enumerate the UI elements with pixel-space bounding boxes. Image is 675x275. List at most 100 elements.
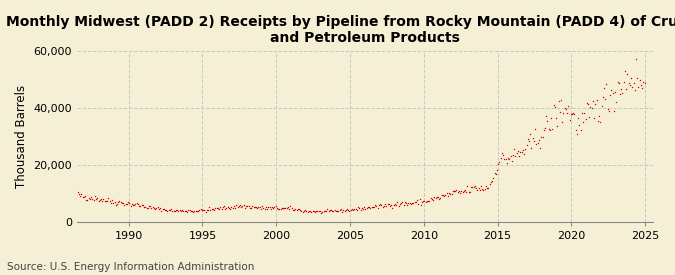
Point: [579, 111, 590, 115]
Point: [500, 156, 511, 161]
Point: [122, 202, 132, 206]
Point: [306, 210, 317, 214]
Point: [172, 208, 183, 213]
Point: [634, 78, 645, 82]
Point: [408, 201, 418, 205]
Point: [436, 193, 447, 197]
Point: [343, 208, 354, 212]
Point: [617, 91, 628, 95]
Point: [350, 207, 361, 211]
Point: [429, 195, 439, 199]
Point: [522, 137, 533, 142]
Point: [573, 116, 584, 120]
Point: [329, 208, 340, 213]
Point: [72, 189, 83, 194]
Point: [566, 112, 576, 116]
Point: [564, 118, 575, 122]
Point: [594, 114, 605, 118]
Point: [385, 204, 396, 208]
Point: [194, 208, 205, 212]
Point: [259, 207, 270, 211]
Point: [216, 207, 227, 212]
Point: [96, 197, 107, 201]
Point: [331, 209, 342, 214]
Point: [123, 200, 134, 204]
Point: [119, 203, 130, 207]
Point: [595, 120, 605, 124]
Point: [300, 208, 310, 212]
Point: [504, 157, 515, 161]
Point: [161, 207, 171, 212]
Point: [101, 199, 111, 203]
Point: [165, 207, 176, 212]
Point: [560, 106, 571, 111]
Point: [356, 206, 367, 210]
Point: [167, 208, 178, 213]
Point: [174, 208, 185, 213]
Point: [551, 116, 562, 120]
Point: [95, 198, 105, 202]
Point: [623, 81, 634, 85]
Point: [639, 80, 650, 85]
Point: [221, 206, 232, 210]
Point: [629, 88, 640, 92]
Point: [404, 201, 415, 205]
Point: [177, 208, 188, 212]
Point: [410, 199, 421, 204]
Point: [626, 75, 637, 80]
Point: [358, 207, 369, 211]
Point: [394, 204, 404, 208]
Point: [537, 135, 548, 139]
Point: [434, 197, 445, 201]
Point: [569, 112, 580, 116]
Point: [457, 189, 468, 194]
Point: [440, 193, 451, 197]
Point: [241, 204, 252, 208]
Point: [583, 102, 593, 106]
Point: [630, 56, 641, 61]
Point: [467, 185, 478, 189]
Point: [402, 202, 412, 207]
Point: [379, 204, 389, 208]
Point: [556, 98, 566, 103]
Point: [397, 200, 408, 204]
Point: [144, 204, 155, 208]
Point: [584, 115, 595, 120]
Point: [93, 199, 104, 203]
Point: [83, 196, 94, 200]
Point: [600, 97, 611, 101]
Point: [134, 204, 144, 208]
Point: [231, 202, 242, 207]
Point: [549, 105, 560, 110]
Point: [340, 208, 351, 213]
Point: [628, 81, 639, 85]
Point: [232, 205, 243, 209]
Point: [520, 147, 531, 151]
Point: [638, 80, 649, 84]
Point: [196, 208, 207, 212]
Point: [566, 111, 577, 116]
Point: [291, 207, 302, 212]
Point: [490, 172, 501, 177]
Point: [545, 128, 556, 132]
Point: [547, 127, 558, 131]
Point: [141, 206, 152, 210]
Point: [159, 207, 169, 211]
Point: [190, 208, 201, 213]
Point: [205, 207, 216, 212]
Point: [126, 202, 137, 206]
Point: [362, 205, 373, 209]
Point: [376, 202, 387, 207]
Point: [487, 179, 497, 183]
Point: [585, 104, 596, 109]
Point: [129, 203, 140, 207]
Point: [249, 205, 260, 209]
Point: [318, 209, 329, 213]
Point: [107, 198, 117, 202]
Point: [461, 190, 472, 195]
Point: [557, 119, 568, 124]
Point: [140, 204, 151, 209]
Point: [470, 184, 481, 188]
Point: [433, 194, 443, 199]
Point: [510, 154, 521, 158]
